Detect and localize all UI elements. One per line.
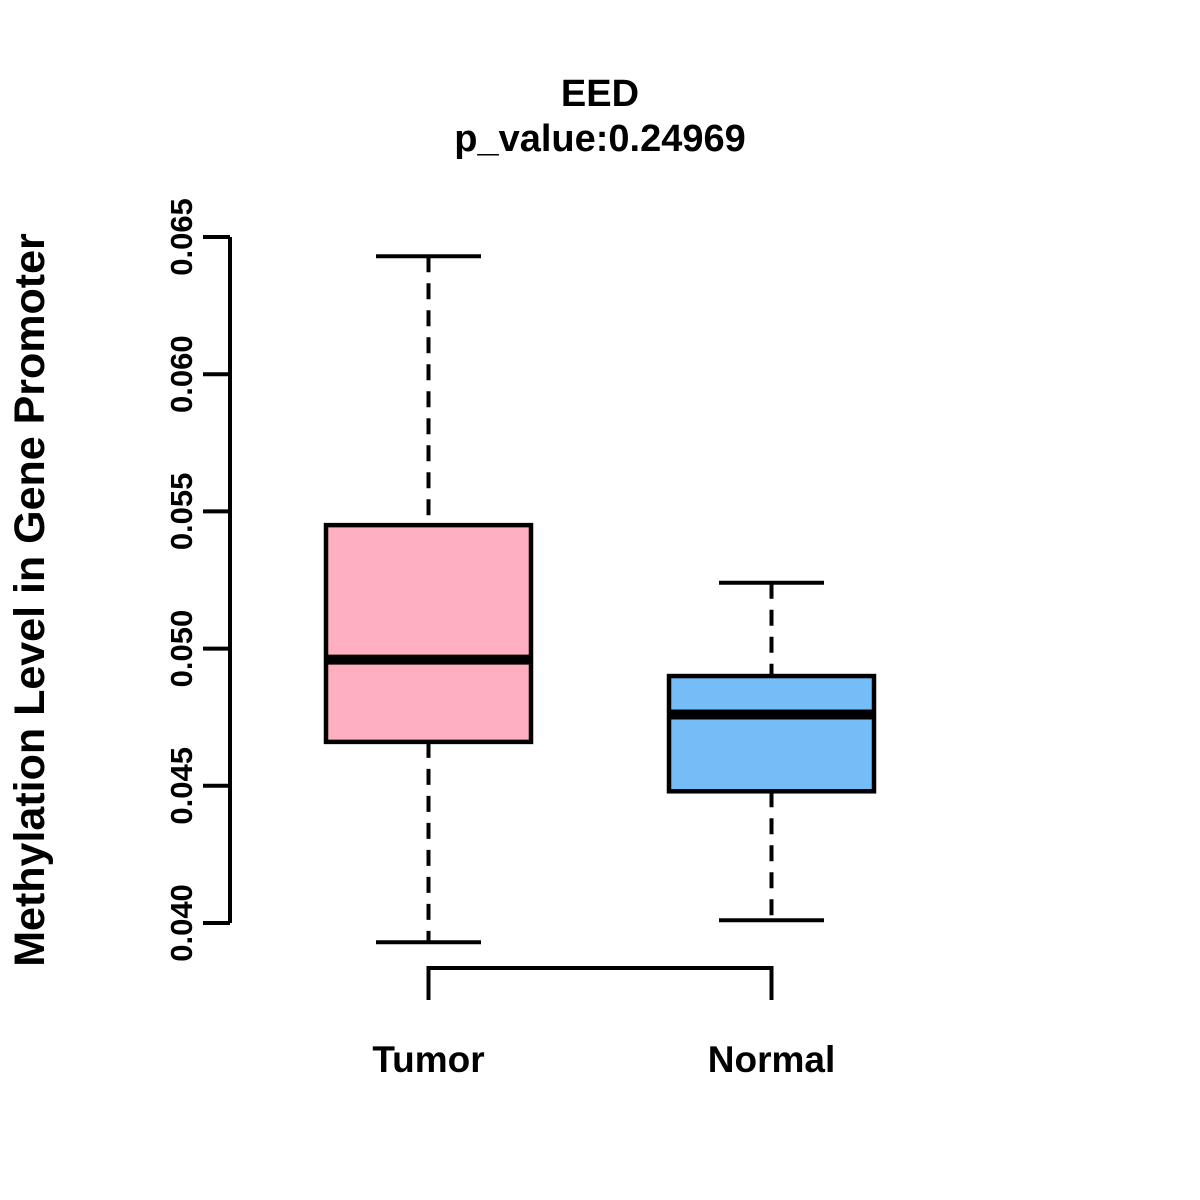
y-axis-label: Methylation Level in Gene Promoter: [6, 233, 54, 967]
y-tick-label: 0.065: [164, 198, 199, 276]
y-tick-label: 0.060: [164, 335, 199, 413]
y-tick-label: 0.050: [164, 610, 199, 688]
x-axis-bracket: [426, 966, 774, 1000]
chart-title: EED: [561, 73, 639, 115]
y-tick-label: 0.045: [164, 747, 199, 825]
chart-subtitle-pvalue: p_value:0.24969: [454, 118, 746, 160]
iqr-box-normal: [666, 673, 877, 794]
plot-layer: 0.040 0.045 0.050 0.055 0.060 0.065: [164, 198, 877, 1000]
iqr-box-tumor: [323, 522, 534, 745]
y-tick-label: 0.055: [164, 473, 199, 551]
x-category-label-normal: Normal: [708, 1039, 835, 1080]
x-category-label-tumor: Tumor: [372, 1039, 484, 1080]
y-tick-label: 0.040: [164, 884, 199, 962]
